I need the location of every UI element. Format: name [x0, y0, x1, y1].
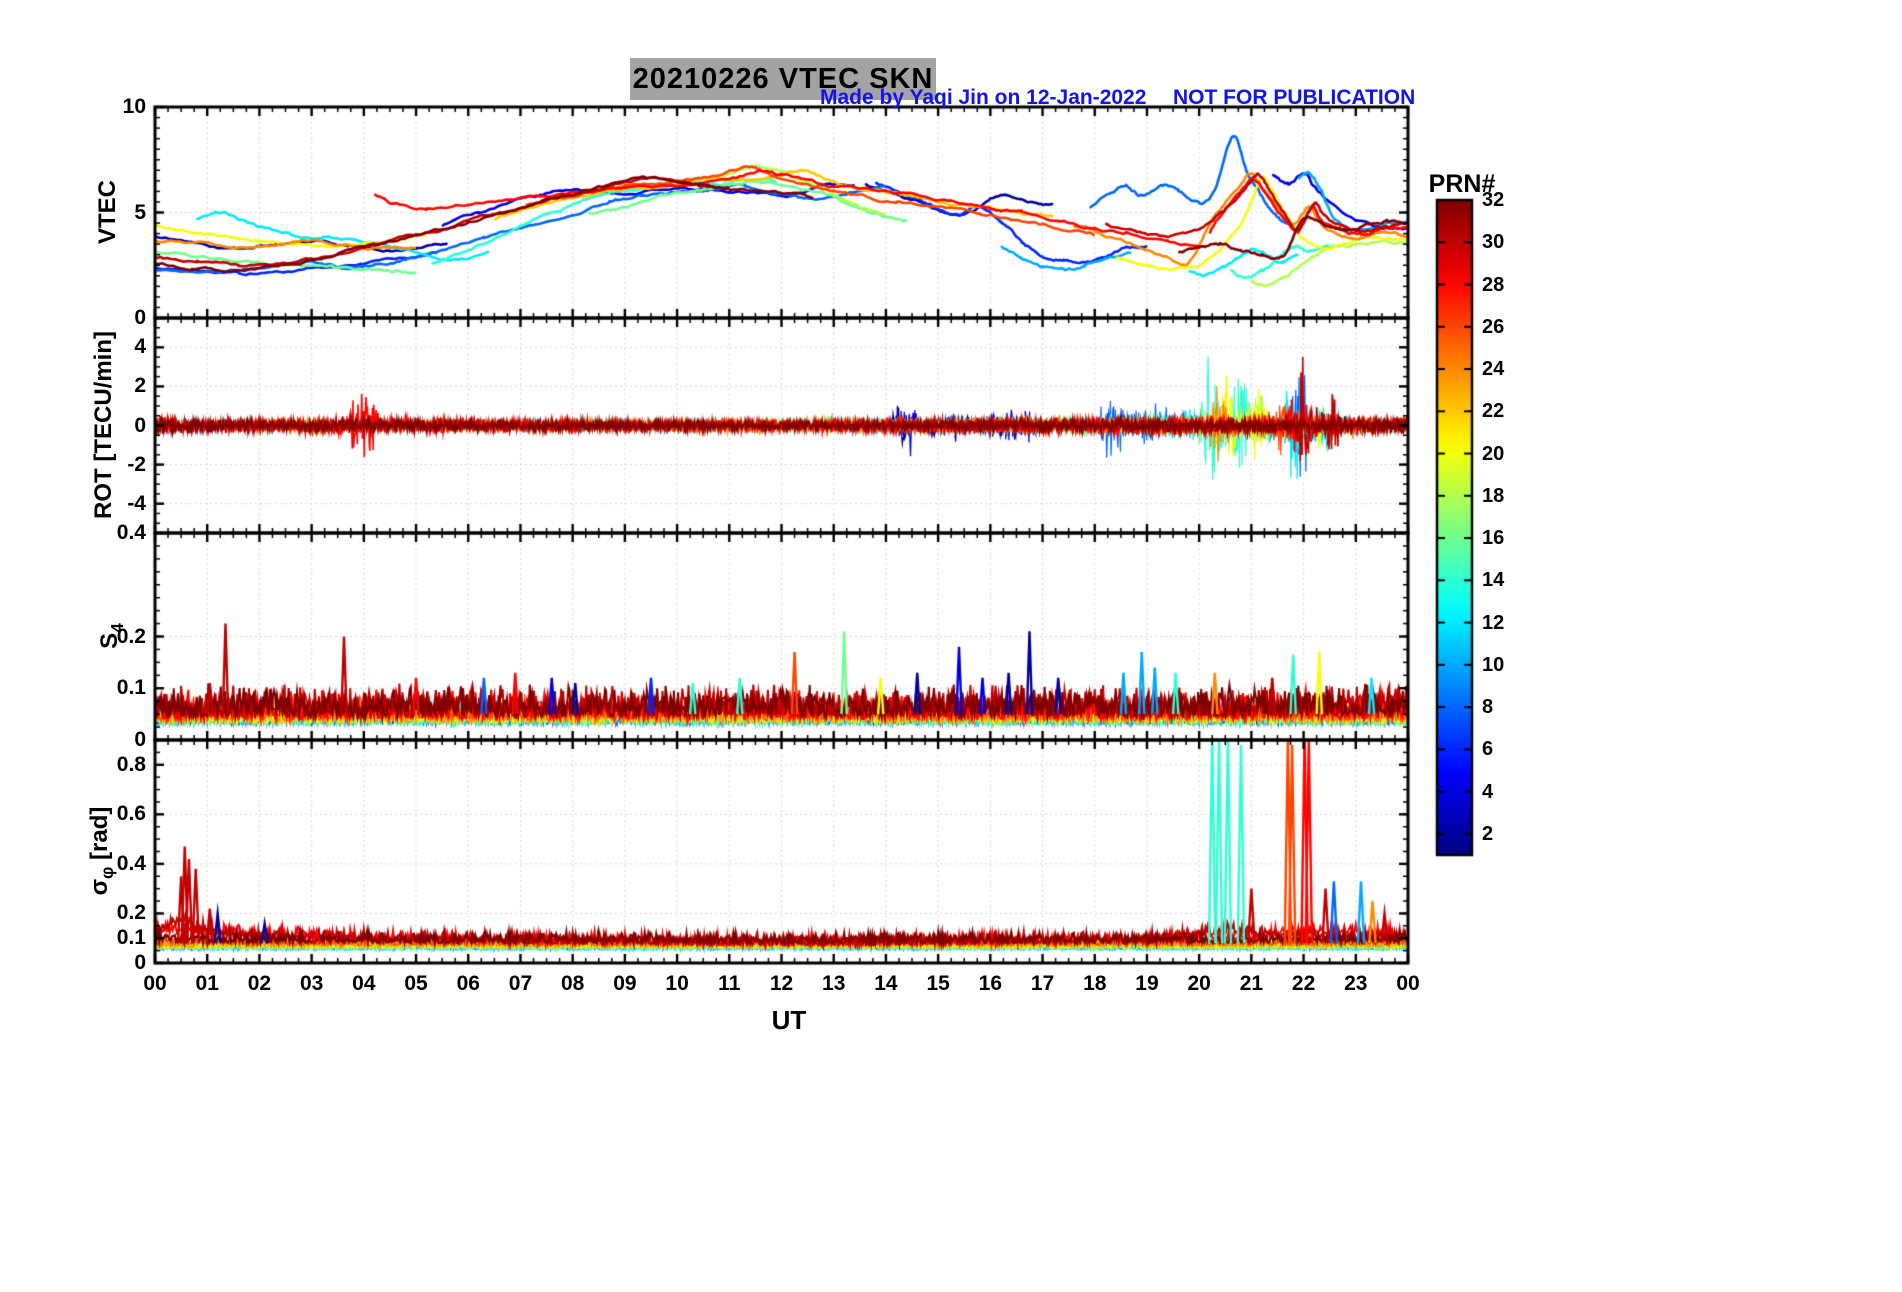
y-tick-label: 10: [122, 95, 146, 118]
x-tick-label: 10: [665, 972, 689, 995]
x-tick-label: 16: [978, 972, 1002, 995]
x-tick-label: 19: [1135, 972, 1159, 995]
x-tick-label: 09: [613, 972, 637, 995]
y-tick-label: 2: [134, 374, 146, 398]
y-tick-label: 0.6: [116, 802, 146, 826]
x-tick-label: 21: [1239, 972, 1264, 995]
colorbar-tick-label: 8: [1482, 696, 1494, 719]
y-tick-label: 0.4: [116, 521, 146, 544]
colorbar-tick-label: 10: [1482, 653, 1505, 676]
y-tick-label: 0.2: [116, 624, 146, 648]
y-tick-label: 0.8: [116, 752, 146, 776]
x-tick-label: 12: [769, 972, 794, 995]
x-tick-label: 15: [926, 972, 950, 995]
y-tick-label: 0.1: [116, 676, 146, 700]
x-tick-label: 01: [195, 972, 219, 995]
colorbar-title: PRN#: [1428, 170, 1496, 198]
y-tick-label: 0: [134, 306, 146, 329]
y-tick-label: 4: [134, 335, 146, 359]
x-axis-label: UT: [771, 1005, 807, 1035]
colorbar-tick-label: 26: [1482, 315, 1505, 338]
colorbar-tick-label: 6: [1482, 738, 1494, 761]
y-tick-label: -4: [127, 491, 146, 515]
not-for-publication-text: NOT FOR PUBLICATION: [1173, 86, 1416, 109]
x-tick-label: 17: [1030, 972, 1055, 995]
x-tick-label: 00: [143, 972, 167, 995]
credit-text: Made by Yaqi Jin on 12-Jan-2022: [820, 86, 1147, 109]
colorbar-tick-label: 4: [1482, 780, 1494, 803]
x-tick-label: 18: [1083, 972, 1107, 995]
y-tick-label: 0.4: [116, 851, 146, 875]
y-tick-label: 0.1: [116, 926, 146, 950]
colorbar-tick-label: 24: [1482, 358, 1505, 381]
x-tick-label: 20: [1187, 972, 1211, 995]
x-tick-label: 22: [1291, 972, 1316, 995]
colorbar-tick-label: 14: [1482, 569, 1505, 592]
x-tick-label: 04: [352, 972, 376, 995]
x-tick-label: 02: [247, 972, 272, 995]
colorbar-tick-label: 2: [1482, 822, 1494, 845]
plot-title: 20210226 VTEC SKN: [630, 58, 936, 100]
x-tick-label: 14: [874, 972, 898, 995]
x-tick-label: 13: [822, 972, 846, 995]
y-tick-label: 0: [134, 728, 146, 751]
colorbar-tick-label: 30: [1482, 231, 1505, 254]
x-tick-label: 23: [1344, 972, 1368, 995]
x-tick-label: 00: [1396, 972, 1420, 995]
y-tick-label: 0: [134, 951, 146, 974]
colorbar-tick-label: 20: [1482, 442, 1505, 465]
y-tick-label: -2: [127, 452, 146, 476]
colorbar-tick-label: 12: [1482, 611, 1505, 634]
y-tick-label: 5: [134, 200, 146, 224]
x-tick-label: 11: [718, 972, 741, 995]
x-tick-label: 05: [404, 972, 428, 995]
colorbar-tick-label: 32: [1482, 189, 1505, 211]
x-tick-label: 06: [456, 972, 480, 995]
x-tick-label: 08: [560, 972, 585, 995]
y-tick-label: 0: [134, 413, 146, 437]
x-tick-label: 07: [508, 972, 533, 995]
y-tick-label: 0.2: [116, 901, 146, 925]
colorbar-tick-label: 16: [1482, 527, 1505, 550]
colorbar-tick-label: 22: [1482, 400, 1505, 423]
colorbar-tick-label: 28: [1482, 273, 1505, 296]
x-tick-label: 03: [299, 972, 324, 995]
colorbar-tick-label: 18: [1482, 484, 1505, 507]
